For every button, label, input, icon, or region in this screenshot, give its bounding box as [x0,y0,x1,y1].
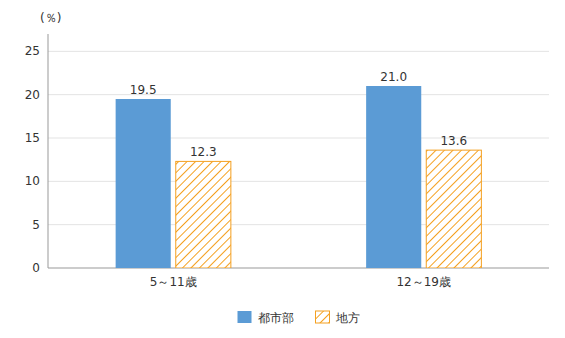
grid-line [48,94,549,95]
legend-item: 都市部 [238,311,294,325]
chart-svg: 0 5 10 15 20 25 (％) 19.5 21.0 12.3 13.6 5～11歳 12～19歳… [0,0,565,338]
x-tick-label: 5～11歳 [150,275,197,289]
y-tick-label: 20 [25,88,40,102]
data-label: 13.6 [440,134,467,148]
y-tick-label: 25 [25,44,40,58]
legend-label: 都市部 [258,311,294,325]
grid-line [48,51,549,52]
y-axis-line [48,34,49,268]
bars [116,86,482,268]
data-label: 19.5 [130,83,157,97]
y-axis-label: (％) [40,11,61,25]
data-label: 12.3 [190,145,217,159]
y-tick-label: 15 [25,131,40,145]
legend: 都市部 地方 [238,311,360,325]
y-tick-label: 10 [25,174,40,188]
y-tick-label: 5 [32,218,40,232]
bar [426,150,481,268]
bar [366,86,421,268]
data-label: 21.0 [380,70,407,84]
legend-item: 地方 [316,311,360,325]
y-tick-label: 0 [32,261,40,275]
grid [48,51,549,268]
legend-label: 地方 [335,311,360,325]
chart-container: 0 5 10 15 20 25 (％) 19.5 21.0 12.3 13.6 5～11歳 12～19歳… [0,0,565,338]
legend-swatch [238,311,252,323]
bar [176,161,231,268]
x-tick-label: 12～19歳 [396,275,451,289]
legend-swatch [316,311,330,323]
bar [116,99,171,268]
